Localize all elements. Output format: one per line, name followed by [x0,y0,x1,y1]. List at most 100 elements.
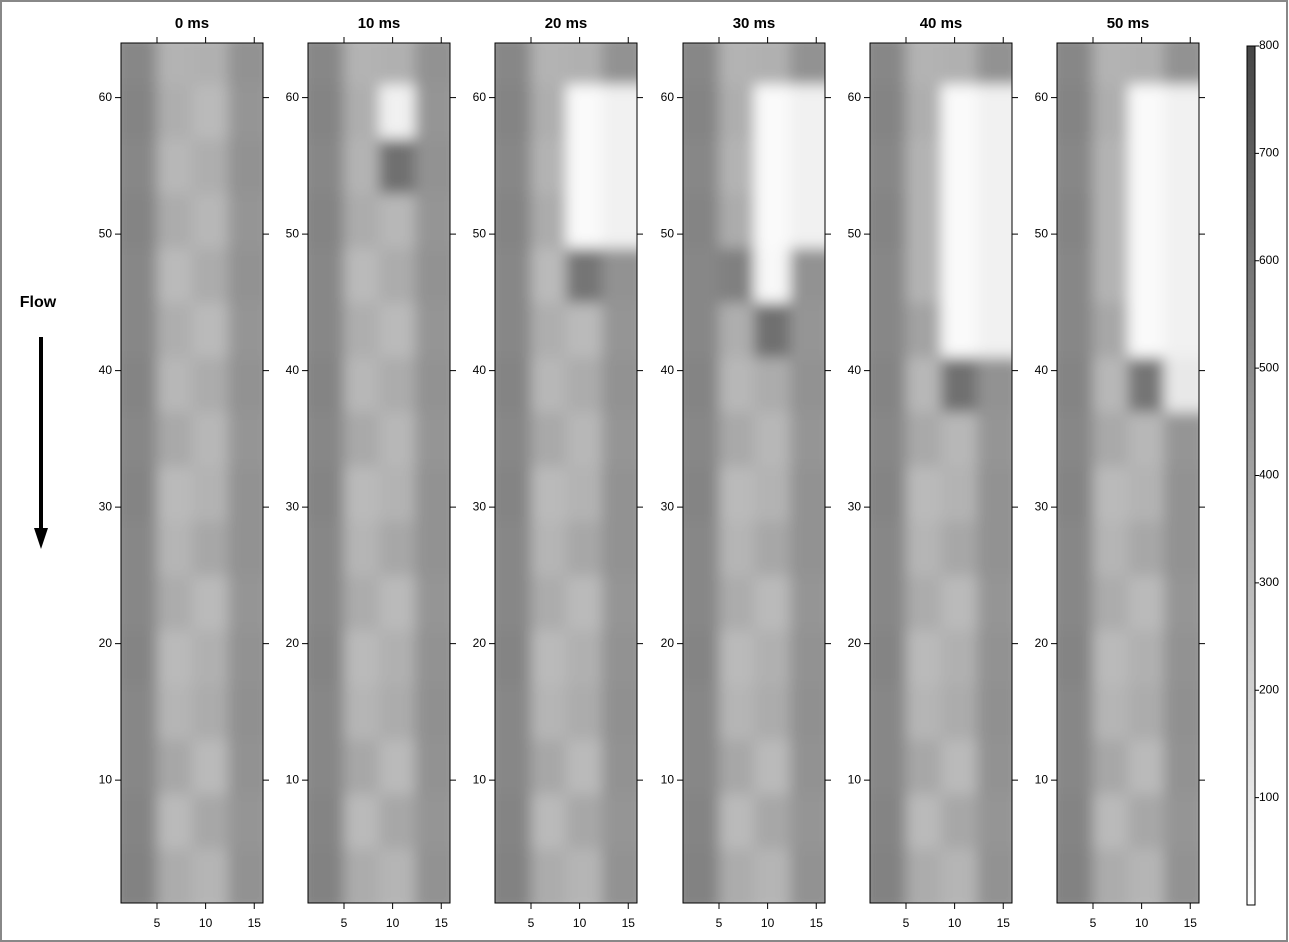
cell [192,575,229,631]
cell [343,793,380,849]
cell [1163,575,1199,631]
cell [789,629,825,686]
cell [192,684,229,740]
cell [308,43,345,85]
cell [414,83,450,140]
cell [718,739,755,795]
cell [789,684,825,740]
cell [156,83,193,140]
cell [121,739,158,795]
cell [789,739,825,795]
cell [941,684,978,740]
cell [227,247,263,303]
cell [530,83,567,140]
cell [192,247,229,303]
cell [789,138,825,194]
cell [227,684,263,740]
cell [683,356,720,413]
cell [495,83,532,140]
y-tick-label: 50 [99,226,113,240]
cell [343,356,380,413]
cell [156,520,193,576]
cell [414,247,450,303]
y-tick-label: 30 [661,499,675,513]
cell [1057,138,1094,194]
cell [1057,356,1094,413]
colorbar-tick-label: 700 [1259,146,1279,160]
cell [566,193,603,249]
y-tick-label: 40 [848,363,862,377]
cell [308,247,345,303]
plot-frame [869,42,1013,904]
cell [754,793,791,849]
x-tick-label: 10 [573,916,587,930]
cell [789,302,825,358]
cell [905,83,942,140]
cell [379,138,416,194]
cell [1092,575,1129,631]
cell [530,247,567,303]
cell [414,684,450,740]
cell [718,43,755,85]
cell [192,466,229,522]
x-tick-label: 10 [948,916,962,930]
y-tick-label: 60 [1035,90,1049,104]
y-tick-label: 10 [99,772,113,786]
cell [121,43,158,85]
cell [601,411,637,467]
cell [683,83,720,140]
cell [1128,466,1165,522]
y-tick-label: 60 [661,90,675,104]
cell [121,83,158,140]
x-tick-label: 5 [716,916,723,930]
colorbar-tick-label: 400 [1259,468,1279,482]
x-tick-label: 15 [1184,916,1198,930]
cell [121,520,158,576]
cell [156,43,193,85]
cell [1128,138,1165,194]
x-tick-label: 10 [761,916,775,930]
cell [601,43,637,85]
cell [941,520,978,576]
cell [1092,411,1129,467]
cell [1092,848,1129,903]
cell [789,520,825,576]
cell [601,629,637,686]
cell [1057,629,1094,686]
cell [379,739,416,795]
cell [789,793,825,849]
cell [754,138,791,194]
y-tick-label: 50 [848,226,862,240]
cell [343,43,380,85]
cell [1092,247,1129,303]
cell [227,848,263,903]
x-tick-label: 5 [903,916,910,930]
y-tick-label: 40 [1035,363,1049,377]
x-tick-label: 15 [248,916,262,930]
cell [192,43,229,85]
cells [683,43,825,903]
cell [308,520,345,576]
cell [870,411,907,467]
cell [683,684,720,740]
cell [789,466,825,522]
cell [941,356,978,413]
cell [379,43,416,85]
cell [683,466,720,522]
y-tick-label: 50 [473,226,487,240]
cell [308,411,345,467]
cell [976,247,1012,303]
cell [718,193,755,249]
cell [941,302,978,358]
cell [1163,411,1199,467]
cell [379,848,416,903]
cell [976,83,1012,140]
cell [683,848,720,903]
cell [754,193,791,249]
cell [683,43,720,85]
cell [976,466,1012,522]
plot-frame [1056,42,1200,904]
cell [941,629,978,686]
cell [566,793,603,849]
y-tick-label: 30 [286,499,300,513]
